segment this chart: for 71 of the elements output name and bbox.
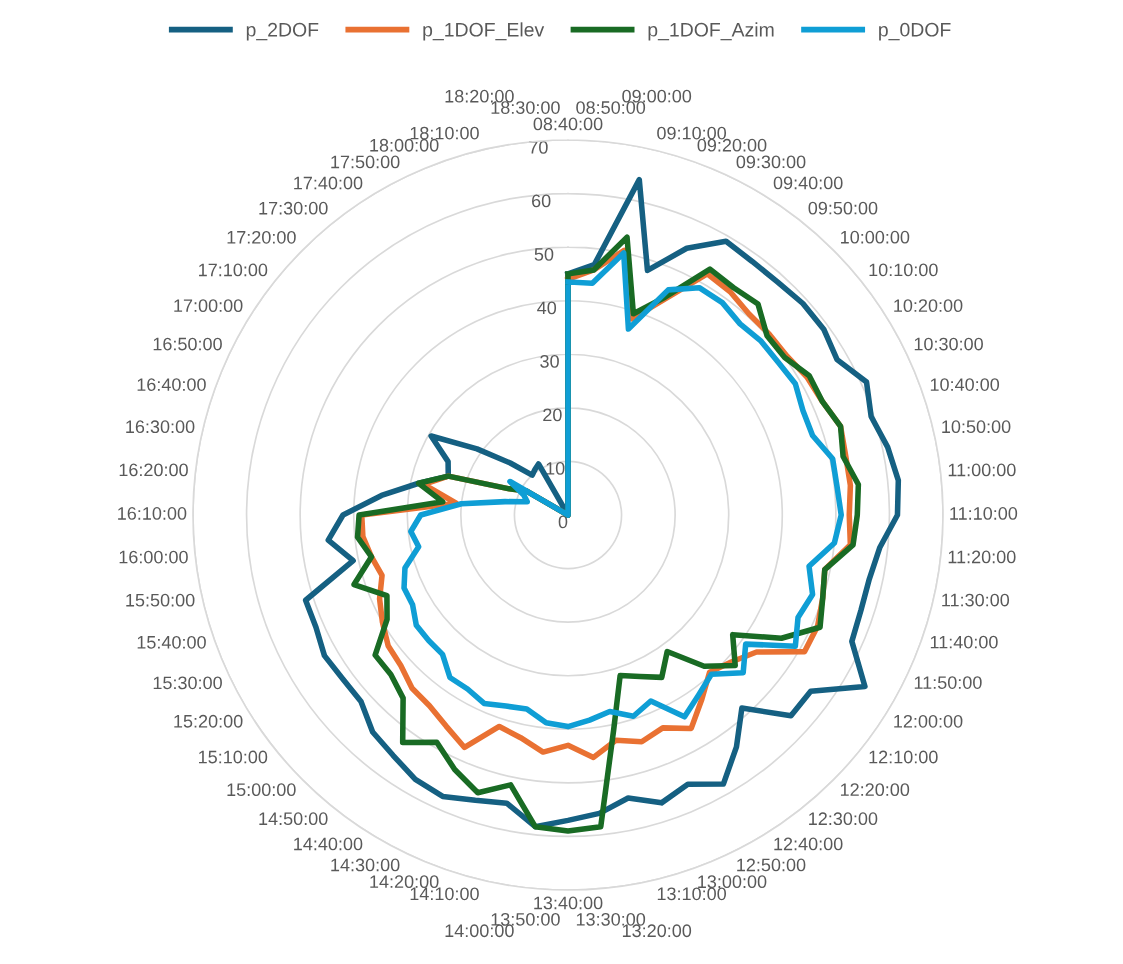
spoke-label: 14:00:00: [445, 924, 514, 938]
y-tick-label: 40: [537, 301, 557, 315]
spoke-label: 14:30:00: [331, 858, 400, 872]
spoke-label: 13:30:00: [576, 912, 646, 926]
spoke-label: 14:10:00: [410, 887, 479, 901]
spoke-label: 09:20:00: [697, 138, 767, 152]
spoke-label: 09:10:00: [657, 126, 727, 140]
spoke-label: 11:20:00: [948, 550, 1016, 564]
spoke-label: 08:50:00: [576, 101, 646, 114]
spoke-label: 17:20:00: [227, 230, 296, 244]
spoke-label: 16:30:00: [126, 420, 195, 434]
spoke-label: 10:10:00: [869, 263, 938, 277]
y-tick-label: 20: [543, 408, 562, 422]
legend-label: p_0DOF: [879, 22, 951, 41]
spoke-label: 14:20:00: [370, 875, 439, 889]
legend-label: p_1DOF_Elev: [423, 22, 545, 41]
spoke-label: 15:30:00: [153, 676, 222, 690]
spoke-label: 16:00:00: [119, 550, 188, 564]
spoke-label: 17:10:00: [199, 263, 268, 277]
spoke-label: 14:40:00: [294, 837, 363, 851]
spoke-label: 17:50:00: [331, 155, 400, 169]
y-tick-label: 30: [540, 354, 559, 368]
spoke-label: 15:20:00: [174, 714, 243, 728]
spoke-label: 10:00:00: [841, 230, 910, 244]
spoke-label: 09:30:00: [736, 155, 806, 169]
spoke-label: 13:20:00: [622, 924, 692, 938]
spoke-label: 09:50:00: [808, 201, 878, 215]
spoke-label: 11:00:00: [948, 463, 1016, 477]
spoke-label: 15:40:00: [137, 635, 206, 649]
spoke-label: 11:10:00: [950, 507, 1018, 520]
spoke-label: 17:40:00: [294, 176, 363, 190]
spoke-label: 15:10:00: [199, 750, 268, 764]
y-tick-label: 0: [558, 515, 568, 529]
spoke-label: 16:40:00: [137, 378, 206, 391]
spoke-label: 13:40:00: [534, 896, 603, 910]
spoke-label: 18:20:00: [445, 89, 514, 103]
spoke-label: 12:20:00: [840, 783, 910, 797]
spoke-label: 11:40:00: [930, 635, 998, 649]
spoke-label: 13:50:00: [491, 912, 560, 926]
spoke-label: 15:50:00: [126, 593, 195, 607]
spoke-label: 11:30:00: [942, 593, 1010, 607]
spoke-label: 16:10:00: [118, 507, 187, 520]
spoke-label: 12:30:00: [809, 812, 878, 826]
spoke-label: 09:00:00: [622, 89, 692, 103]
spoke-label: 13:00:00: [698, 875, 767, 889]
spoke-label: 10:20:00: [894, 299, 963, 313]
legend-label: p_2DOF: [246, 22, 319, 41]
spoke-label: 18:10:00: [410, 126, 479, 140]
spoke-label: 09:40:00: [773, 176, 843, 190]
spoke-label: 11:50:00: [914, 676, 982, 689]
y-tick-label: 60: [532, 194, 551, 208]
spoke-label: 14:50:00: [259, 812, 328, 826]
spoke-label: 12:10:00: [869, 750, 938, 764]
spoke-label: 12:00:00: [894, 714, 963, 728]
spoke-label: 16:20:00: [119, 463, 188, 477]
spoke-label: 12:40:00: [774, 837, 843, 851]
y-tick-label: 50: [534, 247, 554, 261]
spoke-label: 10:50:00: [942, 420, 1011, 434]
spoke-label: 10:30:00: [914, 337, 983, 351]
spoke-label: 16:50:00: [153, 337, 222, 351]
spoke-label: 10:40:00: [930, 378, 1000, 391]
y-tick-label: 10: [546, 461, 565, 475]
spoke-label: 18:00:00: [370, 138, 439, 152]
spoke-label: 13:10:00: [657, 887, 727, 901]
spoke-label: 18:30:00: [491, 101, 560, 114]
legend-label: p_1DOF_Azim: [648, 22, 774, 41]
spoke-label: 17:00:00: [174, 299, 243, 313]
spoke-label: 08:40:00: [533, 117, 603, 131]
spoke-label: 15:00:00: [227, 783, 296, 797]
spoke-label: 12:50:00: [737, 858, 806, 872]
spoke-label: 17:30:00: [259, 201, 328, 215]
